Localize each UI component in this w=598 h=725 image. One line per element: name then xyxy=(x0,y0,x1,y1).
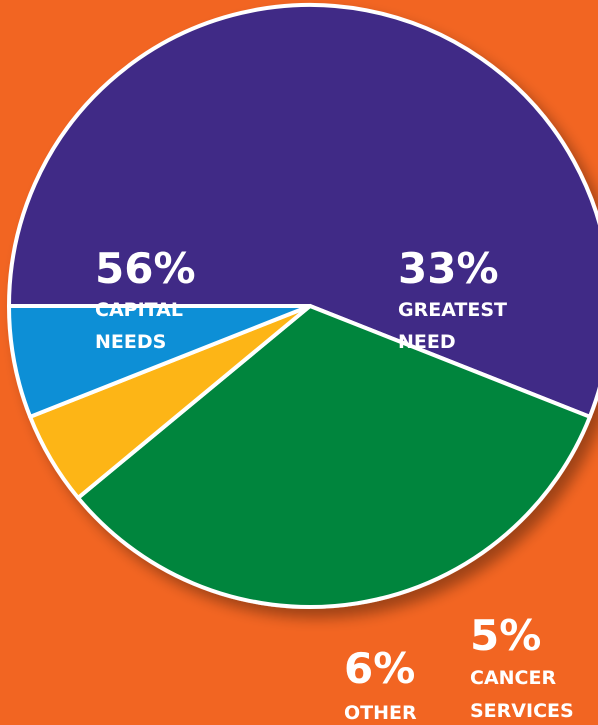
pie-slices xyxy=(7,3,598,609)
category-label-cancer-services: SERVICES xyxy=(470,700,574,722)
pct-label-greatest-need: 33% xyxy=(398,244,499,293)
category-label-cancer-services: CANCER xyxy=(470,667,556,689)
pie-labels: 56% CAPITAL NEEDS 33% GREATEST NEED 5% CANCER SE… xyxy=(95,244,574,724)
category-label-capital-needs: NEEDS xyxy=(95,331,166,353)
slice-other xyxy=(7,304,312,419)
category-label-greatest-need: GREATEST xyxy=(398,299,507,321)
pct-label-capital-needs: 56% xyxy=(95,244,196,293)
pct-label-other: 6% xyxy=(344,644,415,693)
category-label-greatest-need: NEED xyxy=(398,331,456,353)
slice-greatest-need xyxy=(76,304,592,609)
pct-label-cancer-services: 5% xyxy=(470,611,541,660)
category-label-capital-needs: CAPITAL xyxy=(95,299,183,321)
slice-capital-needs xyxy=(7,3,598,419)
category-label-other: OTHER xyxy=(344,702,417,724)
